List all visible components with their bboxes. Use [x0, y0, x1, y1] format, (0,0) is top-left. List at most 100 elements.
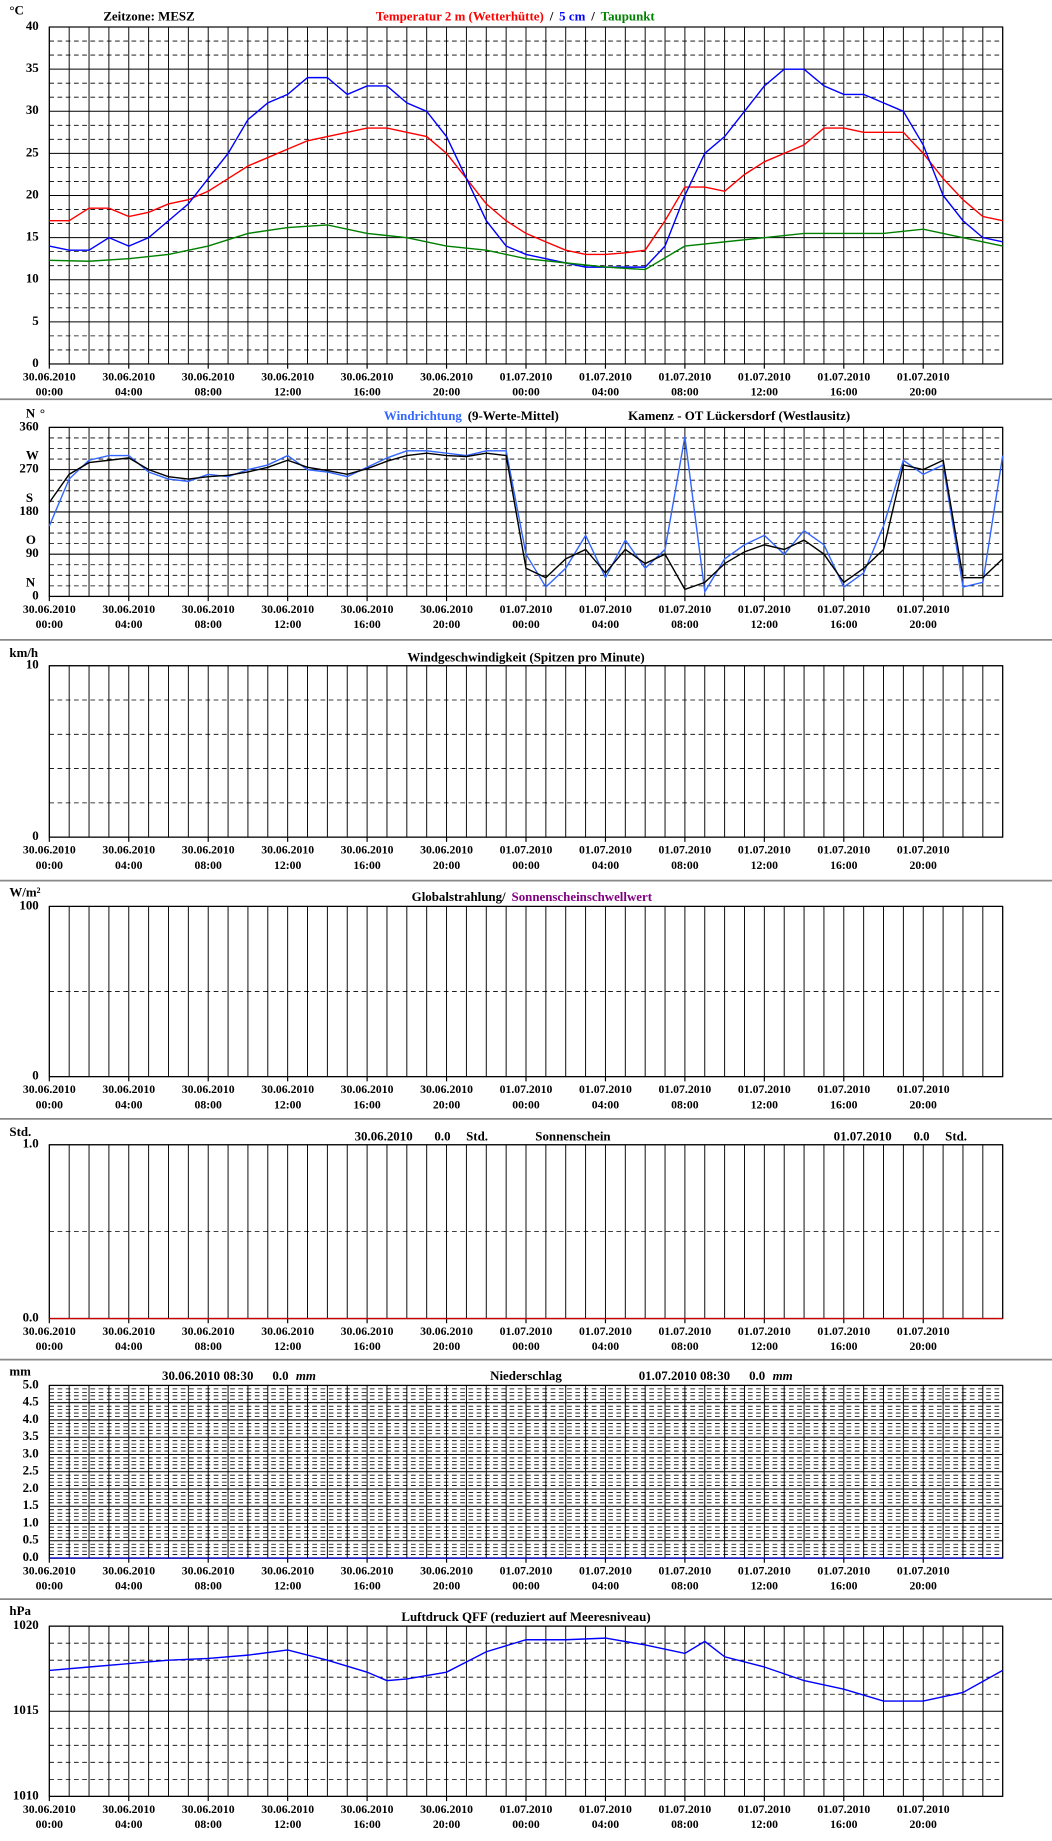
y-tick-label: 4.0: [23, 1411, 39, 1426]
x-tick-label: 30.06.2010 16:00: [340, 1083, 394, 1112]
x-tick-label: 01.07.2010 08:00: [658, 1083, 712, 1112]
x-tick-label-box: 30.06.2010 04:00: [102, 1803, 155, 1831]
y-tick-label: 0: [32, 1068, 38, 1083]
y-tick-label: 3.5: [23, 1428, 39, 1443]
direction-label: N: [26, 405, 36, 420]
total-unit: Std.: [945, 1129, 967, 1144]
x-tick-label-box: 30.06.2010 00:00: [23, 1803, 76, 1831]
y-tick-label: 0.0: [23, 1549, 39, 1564]
data-line: [49, 68, 1003, 268]
x-tick-label: 01.07.2010 20:00: [896, 1325, 950, 1354]
title-part: Taupunkt: [601, 9, 656, 24]
x-tick-label: 01.07.2010 20:00: [896, 603, 950, 632]
x-tick-label: 30.06.2010 00:00: [22, 371, 76, 400]
direction-label: S: [26, 490, 33, 505]
x-tick-label-box: 01.07.2010 20:00: [897, 1803, 950, 1831]
title-part: /: [590, 9, 595, 24]
x-tick-label: 30.06.2010 20:00: [420, 371, 473, 400]
x-tick-label-box: 01.07.2010 20:00: [896, 603, 950, 632]
x-tick-label: 01.07.2010 16:00: [817, 371, 871, 400]
y-tick-label: 270: [19, 461, 38, 476]
x-tick-label-box: 01.07.2010 12:00: [738, 1565, 791, 1593]
x-tick-label-box: 01.07.2010 00:00: [500, 844, 553, 872]
y-unit: mm: [9, 1363, 31, 1378]
x-tick-label: 30.06.2010 08:00: [181, 371, 235, 400]
total-value: 0.0: [434, 1129, 450, 1144]
total-date: 30.06.2010: [355, 1129, 413, 1144]
x-tick-label: 01.07.2010 08:00: [658, 1565, 712, 1594]
y-tick-label: 1.0: [23, 1514, 39, 1529]
x-tick-label: 01.07.2010 20:00: [896, 1083, 950, 1112]
x-tick-label: 01.07.2010 08:00: [658, 1325, 712, 1354]
x-tick-label-box: 01.07.2010 00:00: [499, 603, 553, 632]
x-tick-label-box: 30.06.2010 16:00: [340, 371, 394, 400]
total-unit: Std.: [466, 1129, 488, 1144]
annotation: Zeitzone: MESZ: [103, 9, 194, 24]
x-tick-label: 30.06.2010 20:00: [420, 1565, 473, 1594]
x-tick-label: 01.07.2010 08:00: [658, 371, 712, 400]
x-tick-label: 01.07.2010 12:00: [737, 844, 791, 873]
data-line: [49, 224, 1003, 271]
x-tick-label-box: 30.06.2010 00:00: [23, 1326, 76, 1354]
title-part: 5 cm: [559, 9, 585, 24]
x-tick-label-box: 30.06.2010 20:00: [420, 603, 473, 631]
x-tick-label-box: 30.06.2010 04:00: [102, 1084, 155, 1112]
y-tick-label: 2.5: [23, 1463, 39, 1478]
x-tick-label: 01.07.2010 04:00: [579, 1803, 632, 1832]
x-tick-label-box: 30.06.2010 08:00: [182, 1565, 235, 1593]
y-tick-label: 1010: [13, 1787, 39, 1802]
x-tick-label: 30.06.2010 20:00: [420, 1083, 473, 1112]
x-tick-label-box: 01.07.2010 00:00: [500, 1803, 553, 1831]
plot-border: [48, 1625, 1004, 1797]
x-tick-label-box: 30.06.2010 08:00: [182, 844, 235, 872]
total-unit: mm: [773, 1368, 793, 1383]
y-tick-label: 3.0: [23, 1445, 39, 1460]
x-tick-label: 01.07.2010 00:00: [499, 1565, 553, 1594]
y-unit: °: [40, 405, 45, 420]
y-tick-label: 1.0: [23, 1136, 39, 1151]
x-tick-label-box: 30.06.2010 20:00: [420, 1326, 473, 1354]
x-tick-label: 01.07.2010 20:00: [896, 1565, 950, 1594]
panel-title: Windrichtung (9-Werte-Mittel): [384, 408, 559, 423]
x-tick-label-box: 30.06.2010 20:00: [420, 371, 473, 400]
x-tick-label: 30.06.2010 04:00: [102, 844, 156, 873]
x-tick-label-box: 01.07.2010 12:00: [738, 371, 791, 399]
title-part: (9-Werte-Mittel): [468, 408, 559, 423]
x-tick-label: 30.06.2010 12:00: [261, 371, 315, 400]
x-tick-label: 01.07.2010 04:00: [579, 1565, 632, 1594]
x-tick-label-box: 01.07.2010 16:00: [817, 1803, 871, 1832]
x-tick-label-box: 30.06.2010 12:00: [261, 1326, 314, 1354]
x-tick-label-box: 30.06.2010 16:00: [341, 844, 394, 872]
x-tick-label-box: 30.06.2010 08:00: [182, 1084, 235, 1112]
y-unit: °C: [9, 3, 23, 18]
x-tick-label-box: 30.06.2010 20:00: [420, 1565, 473, 1594]
x-tick-label: 01.07.2010 00:00: [499, 603, 553, 632]
data-line: [49, 1637, 1004, 1702]
x-tick-label: 30.06.2010 16:00: [340, 371, 394, 400]
x-tick-label: 30.06.2010 16:00: [340, 1325, 394, 1354]
x-tick-label-box: 01.07.2010 04:00: [579, 844, 632, 872]
y-tick-label: 4.5: [23, 1394, 39, 1409]
x-tick-label-box: 30.06.2010 08:00: [181, 1803, 235, 1832]
x-tick-label: 01.07.2010 12:00: [737, 1083, 791, 1112]
x-tick-label: 01.07.2010 16:00: [817, 1803, 871, 1832]
x-tick-label: 30.06.2010 04:00: [102, 1325, 156, 1354]
x-tick-label: 30.06.2010 04:00: [102, 1565, 156, 1594]
x-tick-label: 30.06.2010 12:00: [261, 603, 315, 632]
y-tick-label: 10: [26, 271, 39, 286]
panel-title: Niederschlag: [490, 1368, 562, 1383]
x-tick-label: 30.06.2010 08:00: [181, 1803, 235, 1832]
y-tick-label: 25: [26, 144, 39, 159]
x-tick-label: 01.07.2010 12:00: [737, 603, 791, 632]
x-tick-label: 01.07.2010 04:00: [579, 1083, 632, 1112]
panel-title: Globalstrahlung/Sonnenscheinschwellwert: [412, 889, 653, 904]
y-tick-label: 5.0: [23, 1376, 39, 1391]
y-tick-label: 1020: [13, 1617, 39, 1632]
y-tick-label: 0.5: [23, 1532, 39, 1547]
data-line: [48, 436, 1004, 594]
data-line: [48, 452, 1004, 591]
x-tick-label: 01.07.2010 20:00: [896, 371, 950, 400]
x-tick-label-box: 01.07.2010 00:00: [499, 1565, 553, 1594]
x-tick-label: 01.07.2010 16:00: [817, 1325, 871, 1354]
x-tick-label: 01.07.2010 16:00: [817, 1565, 871, 1594]
